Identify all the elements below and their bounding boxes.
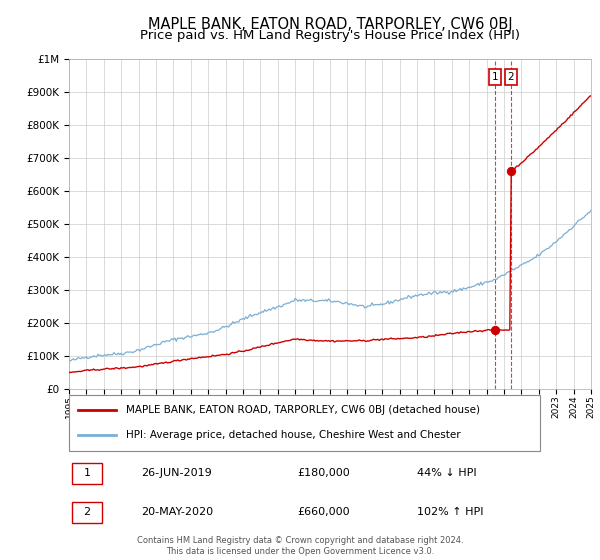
Text: 26-JUN-2019: 26-JUN-2019 xyxy=(141,468,212,478)
Text: 20-MAY-2020: 20-MAY-2020 xyxy=(141,507,213,517)
Text: 1: 1 xyxy=(83,468,91,478)
Text: MAPLE BANK, EATON ROAD, TARPORLEY, CW6 0BJ (detached house): MAPLE BANK, EATON ROAD, TARPORLEY, CW6 0… xyxy=(125,405,479,416)
Text: HPI: Average price, detached house, Cheshire West and Chester: HPI: Average price, detached house, Ches… xyxy=(125,430,460,440)
Text: 1: 1 xyxy=(492,72,499,82)
Text: Price paid vs. HM Land Registry's House Price Index (HPI): Price paid vs. HM Land Registry's House … xyxy=(140,29,520,42)
Text: MAPLE BANK, EATON ROAD, TARPORLEY, CW6 0BJ: MAPLE BANK, EATON ROAD, TARPORLEY, CW6 0… xyxy=(148,17,512,32)
Text: £180,000: £180,000 xyxy=(297,468,350,478)
Text: Contains HM Land Registry data © Crown copyright and database right 2024.: Contains HM Land Registry data © Crown c… xyxy=(137,536,463,545)
Point xyxy=(506,167,515,176)
Text: £660,000: £660,000 xyxy=(297,507,350,517)
Text: This data is licensed under the Open Government Licence v3.0.: This data is licensed under the Open Gov… xyxy=(166,547,434,556)
Point xyxy=(490,325,500,334)
Text: 2: 2 xyxy=(83,507,91,517)
Text: 102% ↑ HPI: 102% ↑ HPI xyxy=(417,507,484,517)
Text: 2: 2 xyxy=(507,72,514,82)
Text: 44% ↓ HPI: 44% ↓ HPI xyxy=(417,468,476,478)
